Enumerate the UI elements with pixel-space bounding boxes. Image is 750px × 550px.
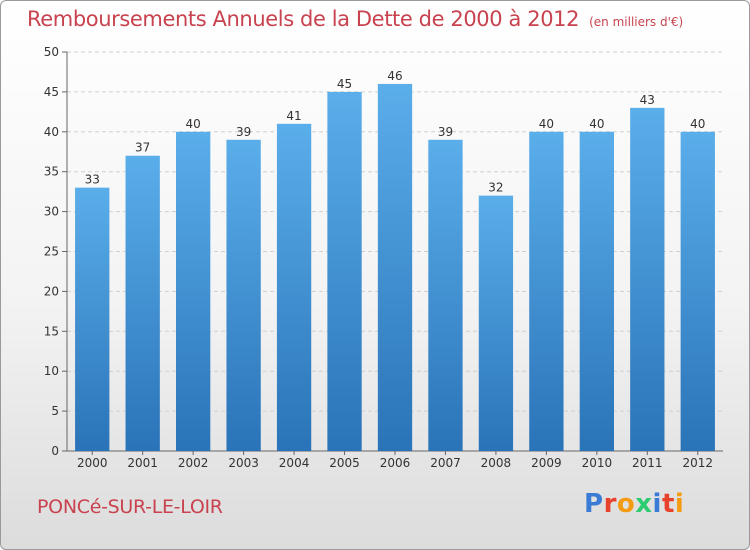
bar-value-label: 46 bbox=[387, 69, 402, 83]
logo-letter: o bbox=[616, 489, 636, 519]
x-tick-label: 2006 bbox=[380, 456, 411, 470]
bar-value-label: 40 bbox=[589, 117, 604, 131]
x-tick-label: 2007 bbox=[430, 456, 461, 470]
bar-value-label: 37 bbox=[135, 141, 150, 155]
x-tick-label: 2012 bbox=[682, 456, 713, 470]
y-tick-label: 20 bbox=[44, 284, 59, 298]
x-tick-label: 2001 bbox=[127, 456, 158, 470]
logo-letter: r bbox=[603, 489, 617, 519]
bars bbox=[75, 83, 715, 452]
bar bbox=[428, 139, 463, 451]
chart-subtitle: (en milliers d'€) bbox=[589, 15, 684, 29]
bar-value-label: 40 bbox=[690, 117, 705, 131]
bar bbox=[75, 187, 110, 451]
chart-title-text: Remboursements Annuels de la Dette de 20… bbox=[27, 7, 580, 31]
x-tick-label: 2009 bbox=[531, 456, 562, 470]
y-tick-label: 5 bbox=[51, 404, 59, 418]
bar bbox=[478, 195, 514, 451]
bar bbox=[377, 83, 413, 452]
bar bbox=[529, 131, 564, 452]
x-tick-label: 2000 bbox=[77, 456, 108, 470]
bar bbox=[125, 155, 160, 452]
y-tick-label: 25 bbox=[44, 245, 59, 259]
chart-title: Remboursements Annuels de la Dette de 20… bbox=[27, 7, 683, 31]
y-tick-label: 50 bbox=[44, 45, 59, 59]
y-tick-label: 45 bbox=[44, 85, 59, 99]
x-tick-label: 2004 bbox=[279, 456, 310, 470]
x-tick-label: 2011 bbox=[632, 456, 663, 470]
y-tick-label: 10 bbox=[44, 364, 59, 378]
x-tick-label: 2008 bbox=[481, 456, 512, 470]
x-tick-label: 2010 bbox=[582, 456, 613, 470]
x-tick-label: 2005 bbox=[329, 456, 360, 470]
bar-value-label: 45 bbox=[337, 77, 352, 91]
logo-letter: i bbox=[674, 489, 685, 519]
y-tick-label: 35 bbox=[44, 165, 59, 179]
bar bbox=[276, 123, 312, 451]
x-tick-label: 2003 bbox=[228, 456, 259, 470]
logo-letter: P bbox=[584, 489, 604, 519]
bar-value-label: 32 bbox=[488, 181, 503, 195]
bar-value-label: 39 bbox=[438, 125, 453, 139]
x-tick-label: 2002 bbox=[178, 456, 209, 470]
y-tick-label: 30 bbox=[44, 205, 59, 219]
bar bbox=[226, 139, 261, 451]
bar bbox=[327, 91, 362, 452]
proxiti-logo: Proxiti bbox=[584, 489, 684, 519]
bar bbox=[579, 131, 615, 452]
bar bbox=[680, 131, 715, 452]
bar-value-label: 40 bbox=[539, 117, 554, 131]
bar bbox=[175, 131, 211, 452]
logo-letter: t bbox=[661, 489, 675, 519]
city-name: PONCé-SUR-LE-LOIR bbox=[37, 496, 223, 518]
bar-value-label: 33 bbox=[85, 173, 100, 187]
logo-letter: i bbox=[652, 489, 662, 519]
y-tick-label: 15 bbox=[44, 324, 59, 338]
bar-value-label: 41 bbox=[286, 109, 301, 123]
bar-value-label: 40 bbox=[186, 117, 201, 131]
y-tick-label: 40 bbox=[44, 125, 59, 139]
logo-letter: x bbox=[635, 489, 653, 519]
labels: 0 5 10 15 20 25 30 35 40 45 50 33 2000 37 2001 40 2002 39… bbox=[44, 45, 713, 470]
bar-value-label: 43 bbox=[640, 93, 655, 107]
bar-value-label: 39 bbox=[236, 125, 251, 139]
y-tick-label: 0 bbox=[51, 444, 59, 458]
bar bbox=[630, 107, 665, 452]
